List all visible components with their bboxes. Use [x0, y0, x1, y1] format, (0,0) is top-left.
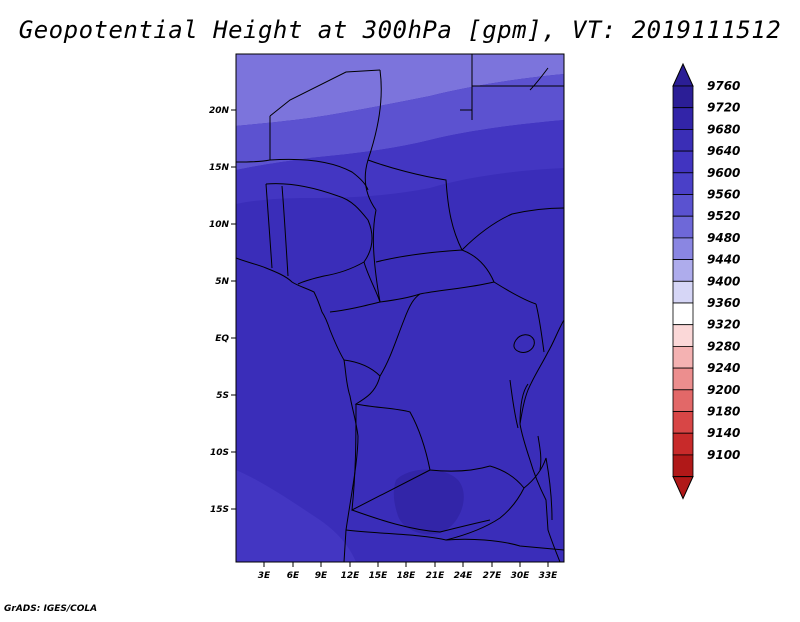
colorbar-label: 9280 — [707, 339, 740, 353]
colorbar-label: 9760 — [707, 79, 740, 93]
field-band-mid — [236, 120, 564, 204]
colorbar-swatch — [672, 215, 694, 239]
lon-label-18e: 18E — [397, 571, 417, 581]
colorbar-label: 9640 — [707, 144, 740, 158]
border-nigeria — [265, 183, 373, 285]
lat-label-eq: EQ — [215, 334, 229, 344]
lon-axis: 3E 6E 9E 12E 15E 18E 21E 24E 27E 30E 33E — [258, 562, 558, 581]
border-niger — [236, 69, 381, 191]
colorbar-swatch — [672, 324, 694, 347]
lake-victoria — [513, 334, 535, 353]
lon-label-33e: 33E — [539, 571, 559, 581]
colorbar-swatch — [672, 237, 694, 260]
red-sea-coast — [529, 67, 549, 91]
field-low-pocket — [393, 469, 464, 535]
colorbar-swatch — [672, 150, 694, 174]
colorbar-label: 9240 — [707, 361, 740, 375]
colorbar: 9760 9720 9680 9640 9600 9560 9520 9480 9440 9400… — [672, 62, 740, 500]
lat-label-10n: 10N — [209, 220, 230, 230]
colorbar-swatch — [672, 302, 694, 326]
lat-label-5n: 5N — [215, 277, 229, 287]
border-angola — [351, 403, 491, 533]
colorbar-label: 9680 — [707, 122, 740, 136]
colorbar-label: 9480 — [707, 231, 740, 245]
colorbar-swatch — [672, 85, 694, 109]
colorbar-label: 9440 — [707, 253, 740, 267]
coastline-east-africa — [519, 319, 564, 562]
border-zambia — [445, 465, 525, 541]
coastline-west-africa — [236, 257, 359, 562]
colorbar-swatch — [672, 454, 694, 477]
colorbar-label: 9200 — [707, 383, 740, 397]
lon-label-3e: 3E — [258, 571, 271, 581]
lat-label-15s: 15S — [210, 505, 229, 515]
border-south-sudan — [461, 207, 564, 305]
colorbar-label: 9180 — [707, 405, 740, 419]
colorbar-swatch — [672, 172, 694, 195]
grads-credit: GrADS: IGES/COLA — [4, 604, 98, 614]
border-car — [372, 209, 495, 303]
colorbar-top-arrow — [672, 62, 694, 87]
colorbar-swatch — [672, 345, 694, 369]
lake-malawi — [537, 435, 542, 471]
colorbar-swatch — [672, 107, 694, 130]
border-egypt-sudan — [460, 86, 473, 111]
colorbar-label: 9560 — [707, 188, 740, 202]
lat-label-10s: 10S — [210, 448, 229, 458]
colorbar-swatch — [672, 432, 694, 456]
colorbar-label: 9600 — [707, 166, 740, 180]
lon-label-6e: 6E — [287, 571, 300, 581]
border-mozambique — [523, 457, 553, 521]
border-chad — [364, 69, 463, 251]
colorbar-swatch — [672, 411, 694, 434]
colorbar-label: 9320 — [707, 318, 740, 332]
lat-label-5s: 5S — [216, 391, 229, 401]
lon-label-24e: 24E — [454, 571, 474, 581]
colorbar-swatch — [672, 194, 694, 217]
border-drc — [343, 281, 495, 472]
colorbar-swatch — [672, 367, 694, 391]
lon-label-30e: 30E — [511, 571, 531, 581]
colorbar-swatch — [672, 128, 694, 152]
field-band-north-mid — [236, 74, 564, 170]
lon-label-21e: 21E — [426, 571, 446, 581]
lon-label-12e: 12E — [341, 571, 361, 581]
map-frame — [235, 53, 565, 563]
colorbar-label: 9720 — [707, 101, 740, 115]
colorbar-swatch — [672, 259, 694, 282]
lat-axis: 20N 15N 10N 5N EQ 5S 10S 15S — [209, 106, 236, 515]
lon-label-27e: 27E — [483, 571, 503, 581]
map-title: Geopotential Height at 300hPa [gpm], VT:… — [18, 16, 782, 44]
field-band-north — [236, 54, 564, 126]
colorbar-bottom-arrow — [672, 476, 694, 500]
border-namibia — [345, 529, 564, 551]
lake-tanganyika — [509, 379, 519, 429]
colorbar-label: 9140 — [707, 426, 740, 440]
colorbar-swatch — [672, 280, 694, 304]
field-band-southwest — [236, 470, 356, 562]
height-field — [236, 54, 564, 562]
lon-label-15e: 15E — [369, 571, 389, 581]
border-tanzania — [519, 303, 545, 425]
colorbar-label: 9100 — [707, 448, 740, 462]
colorbar-label: 9360 — [707, 296, 740, 310]
border-benin — [265, 183, 289, 277]
lat-label-20n: 20N — [209, 106, 230, 116]
lon-label-9e: 9E — [315, 571, 328, 581]
colorbar-label: 9400 — [707, 274, 740, 288]
borders — [236, 54, 564, 562]
colorbar-swatch — [672, 389, 694, 412]
lat-label-15n: 15N — [209, 163, 230, 173]
colorbar-label: 9520 — [707, 209, 740, 223]
